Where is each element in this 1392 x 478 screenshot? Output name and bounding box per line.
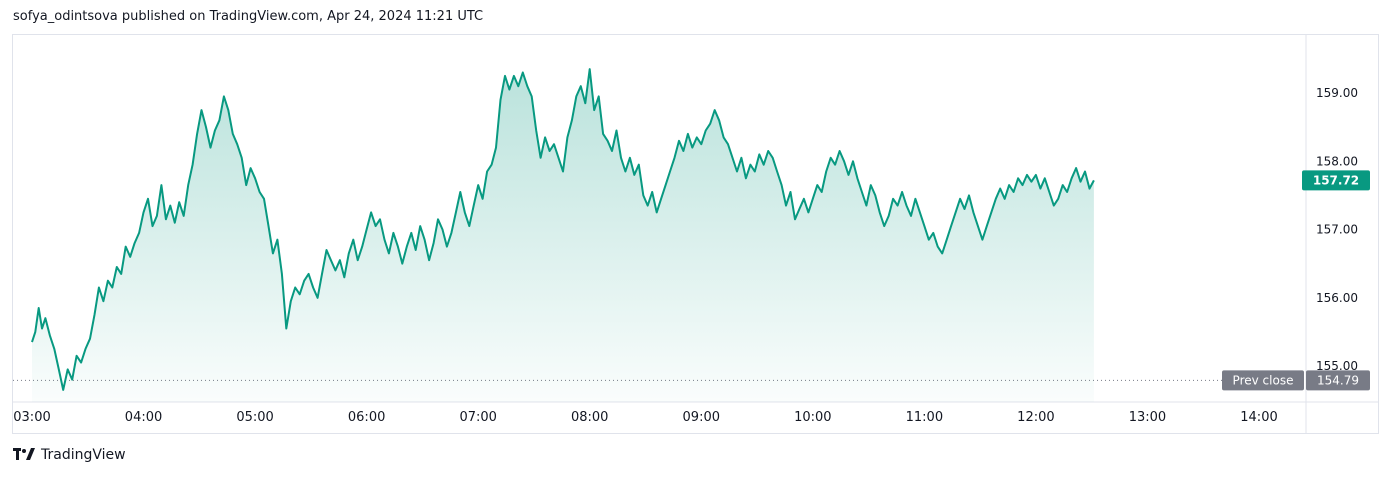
y-tick-label: 156.00 bbox=[1316, 291, 1358, 305]
y-tick-label: 155.00 bbox=[1316, 359, 1358, 373]
x-tick-label: 07:00 bbox=[459, 410, 496, 425]
prev-close-value-bg bbox=[1306, 370, 1370, 391]
x-tick-label: 09:00 bbox=[683, 410, 720, 425]
footer-brand[interactable]: TradingView bbox=[13, 447, 126, 463]
x-tick-label: 08:00 bbox=[571, 410, 608, 425]
x-tick-label: 10:00 bbox=[794, 410, 831, 425]
x-tick-label: 04:00 bbox=[125, 410, 162, 425]
x-axis-ticks: 03:00 04:00 05:00 06:00 07:00 08:00 09:00 10:00… bbox=[13, 410, 1277, 425]
prev-close-label-bg bbox=[1222, 370, 1304, 391]
x-tick-label: 11:00 bbox=[906, 410, 943, 425]
chart-frame bbox=[12, 34, 1379, 434]
x-tick-label: 06:00 bbox=[348, 410, 385, 425]
last-price-badge: 157.72 bbox=[1302, 170, 1370, 191]
y-tick-label: 157.00 bbox=[1316, 223, 1358, 237]
brand-name: TradingView bbox=[41, 447, 126, 463]
prev-close-value: 154.79 bbox=[1317, 373, 1359, 387]
x-tick-label: 14:00 bbox=[1240, 410, 1277, 425]
y-tick-label: 158.00 bbox=[1316, 154, 1358, 168]
y-axis-ticks: 155.00 156.00 157.00 158.00 159.00 bbox=[1316, 86, 1358, 373]
x-tick-label: 13:00 bbox=[1129, 410, 1166, 425]
x-tick-label: 03:00 bbox=[13, 410, 50, 425]
prev-close-label: Prev close bbox=[1233, 373, 1294, 387]
prev-close-badge: Prev close 154.79 bbox=[1222, 370, 1370, 391]
last-price-badge-bg bbox=[1302, 170, 1370, 191]
x-tick-label: 05:00 bbox=[236, 410, 273, 425]
price-series-line bbox=[31, 68, 1095, 391]
tradingview-logo-icon bbox=[13, 448, 35, 460]
price-area-fill bbox=[32, 69, 1094, 402]
y-tick-label: 159.00 bbox=[1316, 86, 1358, 100]
publisher-caption: sofya_odintsova published on TradingView… bbox=[13, 9, 484, 24]
x-tick-label: 12:00 bbox=[1017, 410, 1054, 425]
last-price-value: 157.72 bbox=[1313, 173, 1359, 187]
price-chart[interactable]: 155.00 156.00 157.00 158.00 159.00 03:00 04:0… bbox=[0, 0, 1392, 440]
